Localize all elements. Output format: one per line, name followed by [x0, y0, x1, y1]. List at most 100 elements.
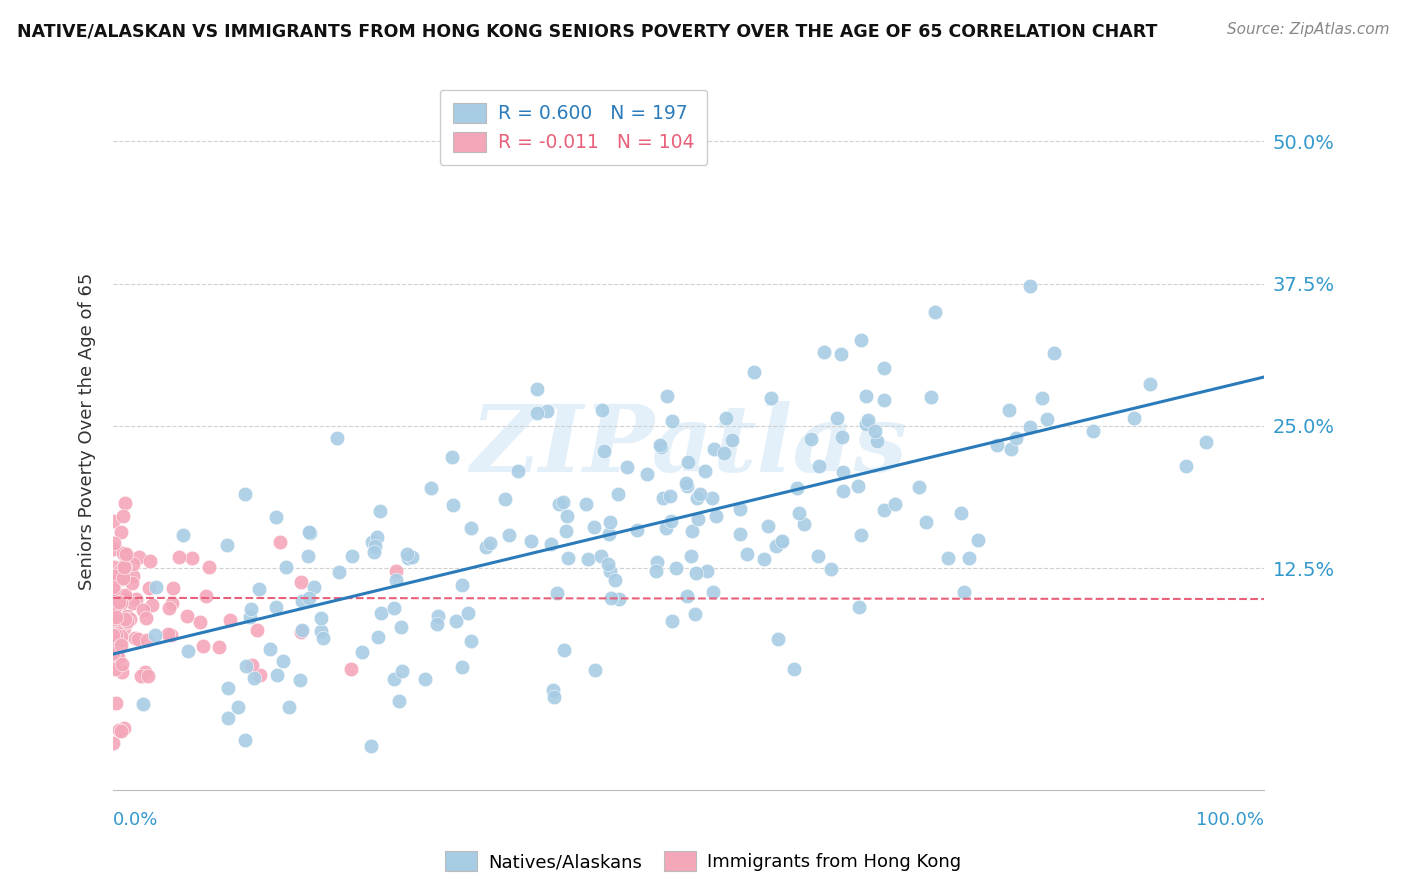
Point [676, 455, 699, 469]
Point [162, 581, 184, 595]
Point [350, 645, 373, 659]
Point [783, 662, 806, 676]
Point [276, 559, 298, 574]
Point [756, 518, 779, 533]
Point [107, 625, 129, 640]
Point [217, 711, 239, 725]
Point [924, 305, 946, 319]
Point [526, 406, 548, 420]
Point [298, 591, 321, 606]
Point [766, 632, 789, 646]
Point [427, 609, 450, 624]
Point [217, 681, 239, 696]
Point [103, 646, 125, 660]
Point [264, 509, 287, 524]
Point [101, 585, 124, 599]
Point [915, 515, 938, 529]
Point [110, 596, 132, 610]
Point [104, 617, 127, 632]
Point [101, 601, 124, 615]
Point [441, 498, 464, 512]
Point [239, 601, 262, 615]
Point [789, 506, 811, 520]
Point [367, 630, 389, 644]
Point [651, 491, 673, 506]
Point [873, 393, 896, 408]
Point [460, 521, 482, 535]
Point [108, 624, 131, 638]
Point [599, 564, 621, 578]
Point [363, 545, 385, 559]
Point [247, 582, 270, 597]
Point [104, 598, 127, 612]
Point [197, 559, 219, 574]
Point [108, 572, 131, 586]
Point [1081, 424, 1104, 438]
Point [115, 615, 138, 629]
Point [555, 524, 578, 539]
Point [115, 547, 138, 561]
Point [297, 549, 319, 564]
Point [104, 600, 127, 615]
Point [121, 596, 143, 610]
Point [1195, 435, 1218, 450]
Point [676, 589, 699, 603]
Point [626, 524, 648, 538]
Point [114, 588, 136, 602]
Point [546, 586, 568, 600]
Point [675, 476, 697, 491]
Point [761, 392, 783, 406]
Point [1031, 391, 1053, 405]
Point [770, 533, 793, 548]
Point [138, 554, 160, 568]
Point [661, 614, 683, 628]
Point [720, 433, 742, 447]
Point [143, 627, 166, 641]
Point [290, 624, 312, 639]
Point [1043, 346, 1066, 360]
Point [177, 644, 200, 658]
Point [235, 659, 257, 673]
Point [664, 561, 686, 575]
Point [104, 625, 127, 640]
Point [825, 411, 848, 425]
Point [104, 609, 127, 624]
Point [128, 549, 150, 564]
Point [101, 573, 124, 587]
Point [793, 516, 815, 531]
Point [101, 515, 124, 529]
Point [645, 565, 668, 579]
Point [103, 542, 125, 557]
Point [659, 489, 682, 503]
Point [240, 658, 263, 673]
Point [713, 446, 735, 460]
Point [134, 665, 156, 679]
Point [382, 601, 405, 615]
Point [846, 478, 869, 492]
Point [117, 614, 139, 628]
Point [111, 508, 134, 523]
Point [575, 497, 598, 511]
Point [506, 464, 529, 478]
Point [101, 599, 124, 613]
Point [657, 389, 679, 403]
Point [191, 639, 214, 653]
Point [1174, 459, 1197, 474]
Point [703, 442, 725, 456]
Point [127, 632, 149, 647]
Point [114, 612, 136, 626]
Point [950, 506, 973, 520]
Point [226, 700, 249, 714]
Point [302, 580, 325, 594]
Point [655, 521, 678, 535]
Point [110, 525, 132, 540]
Point [121, 575, 143, 590]
Point [108, 571, 131, 585]
Point [298, 526, 321, 541]
Point [135, 611, 157, 625]
Point [599, 516, 621, 530]
Point [873, 503, 896, 517]
Point [998, 403, 1021, 417]
Point [831, 430, 853, 444]
Point [1000, 442, 1022, 457]
